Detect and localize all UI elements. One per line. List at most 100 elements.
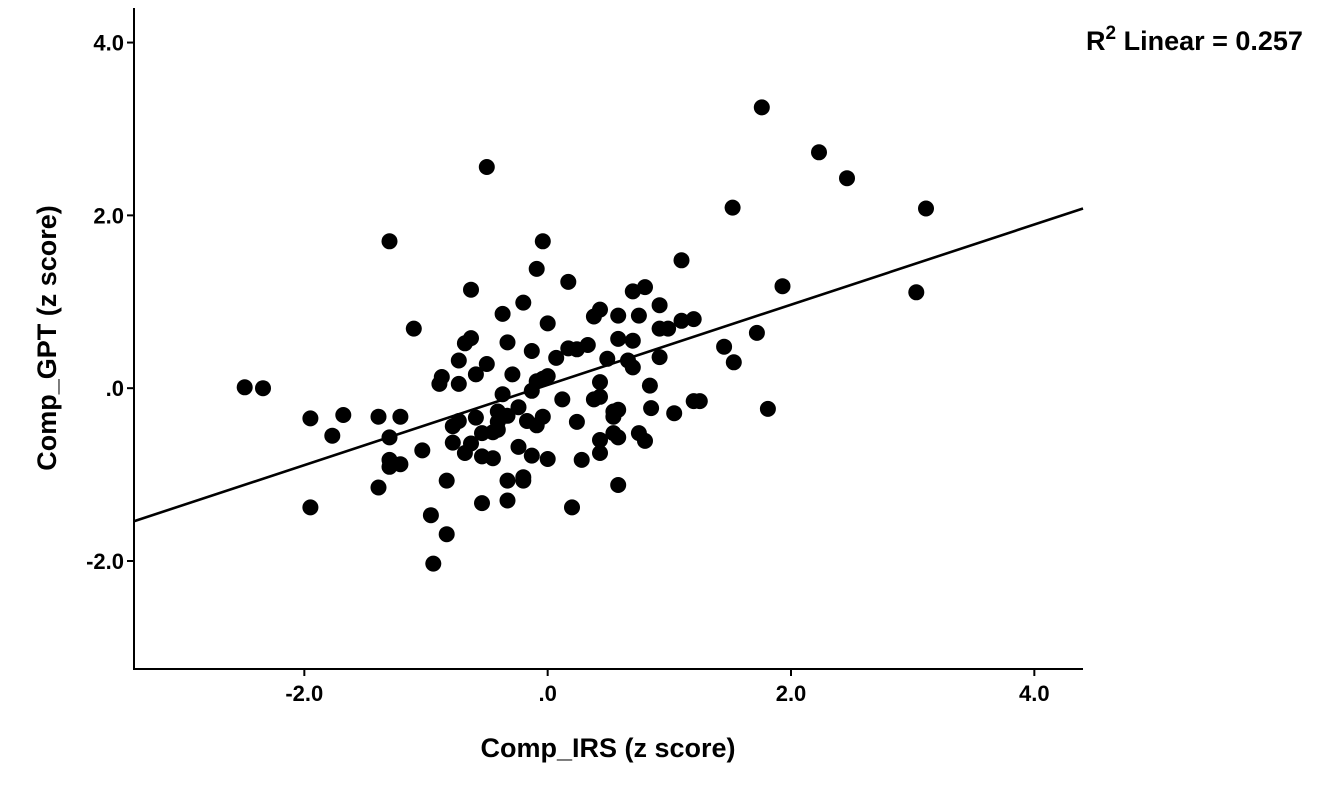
data-point (724, 199, 741, 216)
data-point (414, 442, 431, 459)
data-point (560, 273, 577, 290)
y-tick-label: 2.0 (93, 203, 124, 228)
data-point (405, 320, 422, 337)
data-point (381, 233, 398, 250)
data-point (324, 427, 341, 444)
x-tick-label: -2.0 (285, 681, 323, 706)
data-point (637, 432, 653, 449)
data-point (579, 337, 596, 353)
x-axis-title: Comp_IRS (z score) (480, 733, 735, 763)
data-point (610, 330, 627, 347)
data-point (539, 315, 556, 332)
data-point (811, 144, 827, 161)
data-point (573, 451, 590, 468)
data-point (592, 432, 608, 448)
data-point (774, 278, 791, 295)
data-point (474, 495, 490, 512)
data-point (370, 408, 387, 425)
data-point (592, 301, 608, 318)
data-point (450, 375, 467, 392)
data-point (610, 477, 627, 493)
data-point (624, 283, 641, 300)
data-point (433, 369, 450, 385)
data-point (236, 379, 253, 396)
data-point (392, 456, 409, 473)
data-point (510, 399, 527, 416)
data-point (444, 434, 461, 451)
data-point (467, 366, 484, 383)
data-point (463, 281, 479, 298)
data-point (651, 297, 668, 314)
data-point (523, 343, 540, 359)
data-point (660, 320, 677, 337)
data-point (548, 349, 565, 366)
data-point (839, 170, 855, 187)
data-point (637, 279, 653, 296)
data-point (725, 354, 742, 371)
data-point (554, 391, 571, 408)
data-point (716, 338, 733, 355)
data-point (685, 311, 702, 328)
data-point (515, 294, 532, 311)
data-point (753, 99, 770, 116)
x-tick-label: 4.0 (1019, 681, 1050, 706)
data-point (651, 349, 668, 366)
r-squared-label: R2 Linear = 0.257 (1086, 23, 1303, 56)
data-point (610, 429, 627, 446)
data-point (610, 307, 627, 324)
data-point (422, 507, 439, 524)
data-point (450, 413, 467, 429)
data-point (568, 413, 585, 430)
data-point (450, 352, 467, 369)
x-tick-label: .0 (538, 681, 556, 706)
data-point (624, 359, 641, 376)
data-point (438, 472, 455, 489)
data-point (624, 332, 641, 349)
y-tick-label: -2.0 (86, 549, 124, 574)
data-point (539, 368, 556, 385)
data-point (564, 499, 580, 516)
data-point (592, 445, 608, 461)
data-point (370, 479, 387, 496)
data-point (673, 312, 690, 329)
data-point (528, 260, 545, 277)
data-point (255, 380, 271, 397)
data-point (478, 356, 495, 372)
y-axis-title: Comp_GPT (z score) (32, 205, 62, 471)
r-squared-text: Linear = 0.257 (1116, 26, 1303, 56)
data-point (534, 233, 551, 250)
data-point (499, 334, 516, 351)
data-point (504, 366, 521, 383)
data-point (643, 400, 660, 417)
data-point (438, 526, 455, 543)
data-point (510, 438, 527, 455)
data-point (691, 393, 708, 410)
data-point (463, 435, 479, 452)
r-squared-r: R (1086, 26, 1106, 56)
data-point (523, 447, 540, 464)
data-point (484, 450, 501, 467)
ticks-layer: -2.0 .0 2.0 4.0 -2.0 .0 2.0 4.0 (86, 31, 1050, 706)
data-point (539, 451, 556, 467)
y-tick-label: .0 (106, 376, 124, 401)
data-point (673, 252, 690, 269)
data-point (748, 324, 765, 341)
points-layer (236, 99, 934, 572)
data-point (392, 408, 409, 425)
data-point (494, 305, 511, 322)
data-point (534, 408, 551, 425)
data-point (630, 307, 647, 324)
data-point (489, 421, 506, 438)
data-point (908, 284, 925, 301)
data-point (425, 555, 442, 572)
data-point (592, 374, 608, 391)
data-point (478, 159, 495, 175)
data-point (610, 401, 627, 418)
data-point (499, 407, 516, 424)
data-point (641, 377, 658, 394)
data-point (467, 409, 484, 426)
x-tick-label: 2.0 (776, 681, 807, 706)
data-point (499, 472, 516, 489)
y-tick-label: 4.0 (93, 31, 124, 56)
